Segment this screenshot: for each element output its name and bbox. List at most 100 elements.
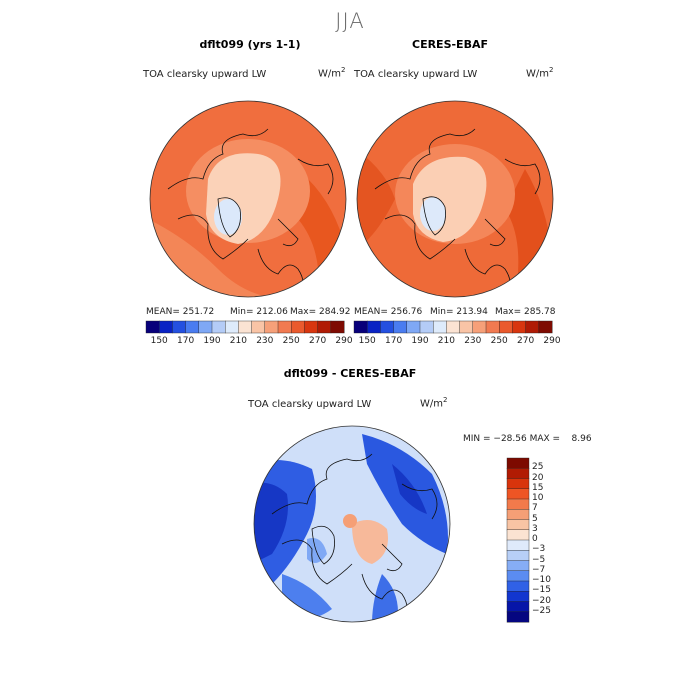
map-region-strong-negative-west [254,482,288,564]
colorbar-swatch [506,601,530,613]
colorbar-swatch [304,320,319,334]
colorbar-tick-label: 7 [532,503,538,514]
colorbar-tick-label: 170 [385,336,403,346]
colorbar-swatch [538,320,553,334]
panel-2-colorbar-ticks: 150 170 190 210 230 250 270 290 [354,336,561,348]
colorbar-swatch [506,509,530,521]
colorbar-tick-label: 230 [464,336,482,346]
colorbar-tick-label: 250 [490,336,508,346]
colorbar-swatch [485,320,500,334]
colorbar-swatch [393,320,408,334]
colorbar-swatch [506,580,530,592]
colorbar-swatch [330,320,345,334]
panel-1-polar-map [149,100,347,298]
colorbar-tick-label: −5 [532,554,546,565]
colorbar-tick-label: 0 [532,534,538,544]
colorbar-tick-label: −25 [532,605,551,616]
colorbar-swatch [264,320,279,334]
colorbar-swatch [158,320,173,334]
panel-2-variable-label: TOA clearsky upward LW [354,69,478,80]
colorbar-tick-label: 25 [532,462,544,473]
colorbar-swatch [506,539,530,551]
panel-3-variable-label: TOA clearsky upward LW [248,399,372,410]
panel-2-polar-map [356,100,554,298]
colorbar-swatch [512,320,527,334]
colorbar-swatch [446,320,461,334]
colorbar-swatch [506,468,530,480]
colorbar-swatch [506,560,530,572]
panel-3-colorbar [506,457,530,623]
panel-1-colorbar-ticks: 150 170 190 210 230 250 270 290 [146,336,353,348]
colorbar-tick-label: 270 [517,336,535,346]
panel-1-title: dflt099 (yrs 1-1) [199,38,301,51]
map-boundary [356,100,554,298]
colorbar-tick-label: −20 [532,595,551,606]
colorbar-swatch [472,320,487,334]
page-title: JJA [335,9,365,33]
panel-2-title: CERES-EBAF [412,38,488,51]
colorbar-tick-label: 190 [203,336,221,346]
colorbar-tick-label: −15 [532,585,551,596]
colorbar-tick-label: 290 [543,336,561,346]
map-boundary [149,100,347,298]
panel-1-max: Max= 284.92 [290,307,351,317]
colorbar-swatch [419,320,434,334]
colorbar-tick-label: −10 [532,575,551,585]
colorbar-swatch [172,320,187,334]
colorbar-swatch [251,320,266,334]
colorbar-swatch [366,320,381,334]
colorbar-swatch [198,320,213,334]
colorbar-tick-label: 150 [150,336,168,346]
panel-3-polar-map [253,425,451,623]
panel-3-minmax: MIN = −28.56 MAX = 8.96 [463,434,592,444]
panel-2-colorbar [353,320,553,334]
colorbar-swatch [238,320,253,334]
colorbar-swatch [506,611,530,623]
colorbar-swatch [459,320,474,334]
colorbar-swatch [406,320,421,334]
colorbar-swatch [277,320,292,334]
colorbar-tick-label: 10 [532,493,544,503]
colorbar-swatch [525,320,540,334]
greenland-ice [420,197,446,231]
panel-2-min: Min= 213.94 [430,307,488,317]
colorbar-tick-label: 150 [358,336,376,346]
colorbar-tick-label: 170 [177,336,195,346]
panel-1-min: Min= 212.06 [230,307,288,317]
panel-2-max: Max= 285.78 [495,307,556,317]
panel-2-units-label: W/m2 [526,66,554,80]
colorbar-tick-label: 3 [532,523,538,534]
panel-2-mean: MEAN= 256.76 [354,307,423,317]
map-region-dark-3 [357,149,395,249]
colorbar-tick-label: 5 [532,513,538,524]
colorbar-tick-label: 20 [532,472,544,483]
colorbar-swatch [506,498,530,510]
colorbar-swatch [498,320,513,334]
map-region-positive-pole [343,514,357,528]
colorbar-swatch [506,488,530,500]
colorbar-swatch [506,550,530,562]
map-boundary [253,425,451,623]
colorbar-tick-label: 250 [282,336,300,346]
colorbar-swatch [353,320,368,334]
colorbar-swatch [224,320,239,334]
colorbar-swatch [506,519,530,531]
panel-3-colorbar-ticks: 25 20 15 10 7 5 3 0 −3 −5 −7 −10 −15 −20 −25 [532,458,572,622]
map-region-negative-southeast [372,574,398,622]
colorbar-swatch [145,320,160,334]
colorbar-swatch [506,570,530,582]
panel-3-units-label: W/m2 [420,396,448,410]
colorbar-tick-label: 210 [437,336,455,346]
map-region-strong-negative-east [392,464,427,514]
coastlines [374,128,541,295]
colorbar-tick-label: −7 [532,564,546,575]
panel-1-variable-label: TOA clearsky upward LW [143,69,267,80]
panel-3-title: dflt099 - CERES-EBAF [283,367,417,380]
colorbar-tick-label: 190 [411,336,429,346]
colorbar-swatch [317,320,332,334]
colorbar-swatch [506,591,530,603]
colorbar-tick-label: −3 [532,544,546,555]
colorbar-swatch [432,320,447,334]
colorbar-swatch [290,320,305,334]
colorbar-tick-label: 290 [335,336,353,346]
